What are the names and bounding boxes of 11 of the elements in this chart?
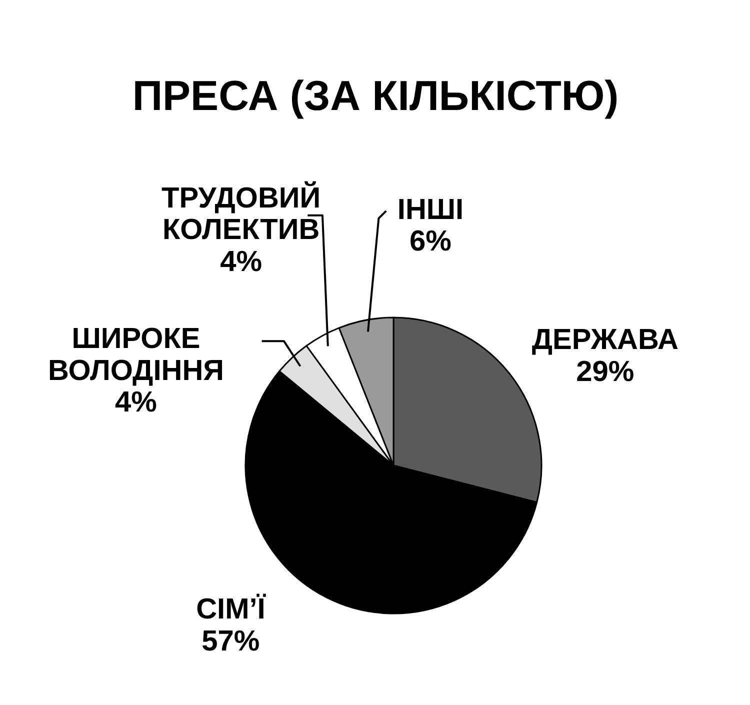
data-label: 4% (115, 386, 158, 419)
slice-label: СІМ’Ї (196, 593, 266, 626)
slice-label: ТРУДОВИЙ КОЛЕКТИВ (162, 180, 321, 246)
data-label: 29% (576, 356, 634, 388)
data-label: 4% (220, 246, 262, 278)
data-label: 57% (202, 625, 260, 658)
slice-label: ДЕРЖАВА (532, 324, 678, 356)
chart-title: ПРЕСА (ЗА КІЛЬКІСТЮ) (132, 72, 619, 119)
legend-label: ШИРОКЕ ВОЛОДІННЯ (48, 322, 224, 387)
slice-label: ІНШІ (397, 194, 464, 226)
data-label: 6% (410, 226, 452, 258)
